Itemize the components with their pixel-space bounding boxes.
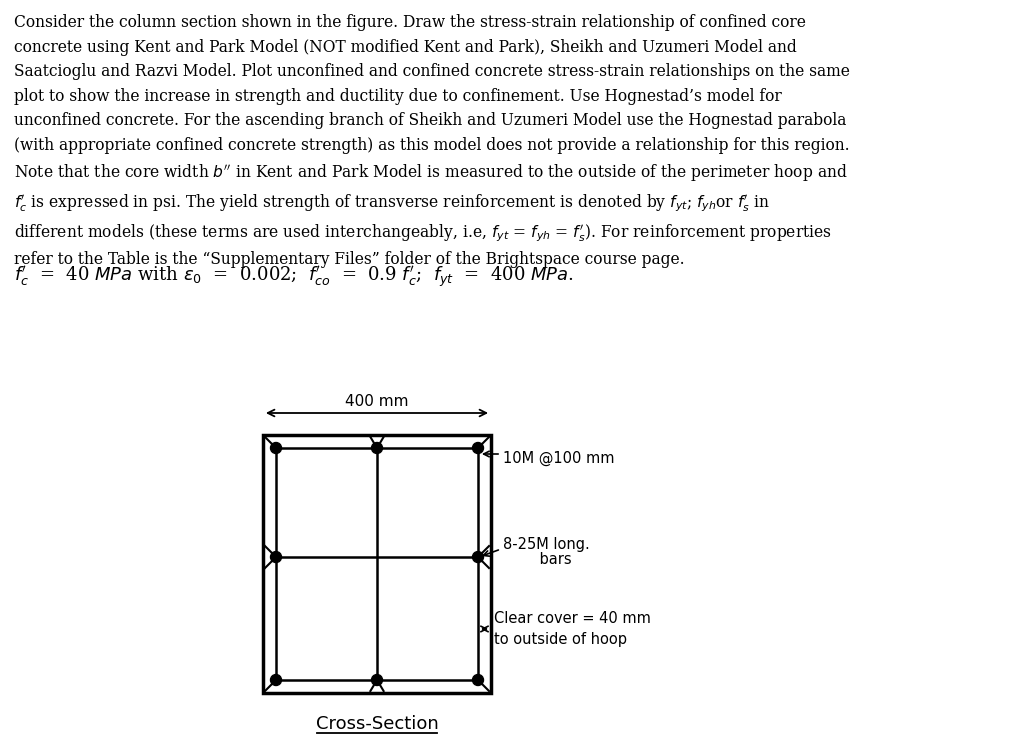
Bar: [276, 448, 478, 680]
Text: $f_c'$  =  40 $MPa$ with $\varepsilon_0$  =  0.002;  $f_{co}'$  =  0.9 $f_c'$;  : $f_c'$ = 40 $MPa$ with $\varepsilon_0$ =…: [14, 265, 574, 290]
Text: to outside of hoop: to outside of hoop: [494, 632, 627, 647]
Text: Consider the column section shown in the figure. Draw the stress-strain relation: Consider the column section shown in the…: [14, 14, 850, 268]
Circle shape: [472, 674, 483, 686]
Text: 400 mm: 400 mm: [345, 394, 409, 409]
Circle shape: [270, 442, 282, 454]
Text: bars: bars: [521, 552, 571, 567]
Text: 10M @100 mm: 10M @100 mm: [503, 451, 614, 466]
Circle shape: [270, 674, 282, 686]
Circle shape: [472, 551, 483, 562]
Circle shape: [270, 551, 282, 562]
Circle shape: [472, 442, 483, 454]
Text: 8-25M long.: 8-25M long.: [503, 537, 590, 552]
Circle shape: [372, 442, 383, 454]
Text: Cross-Section: Cross-Section: [315, 715, 438, 733]
Text: Clear cover = 40 mm: Clear cover = 40 mm: [494, 611, 651, 626]
Circle shape: [372, 674, 383, 686]
Bar: [263, 435, 490, 693]
